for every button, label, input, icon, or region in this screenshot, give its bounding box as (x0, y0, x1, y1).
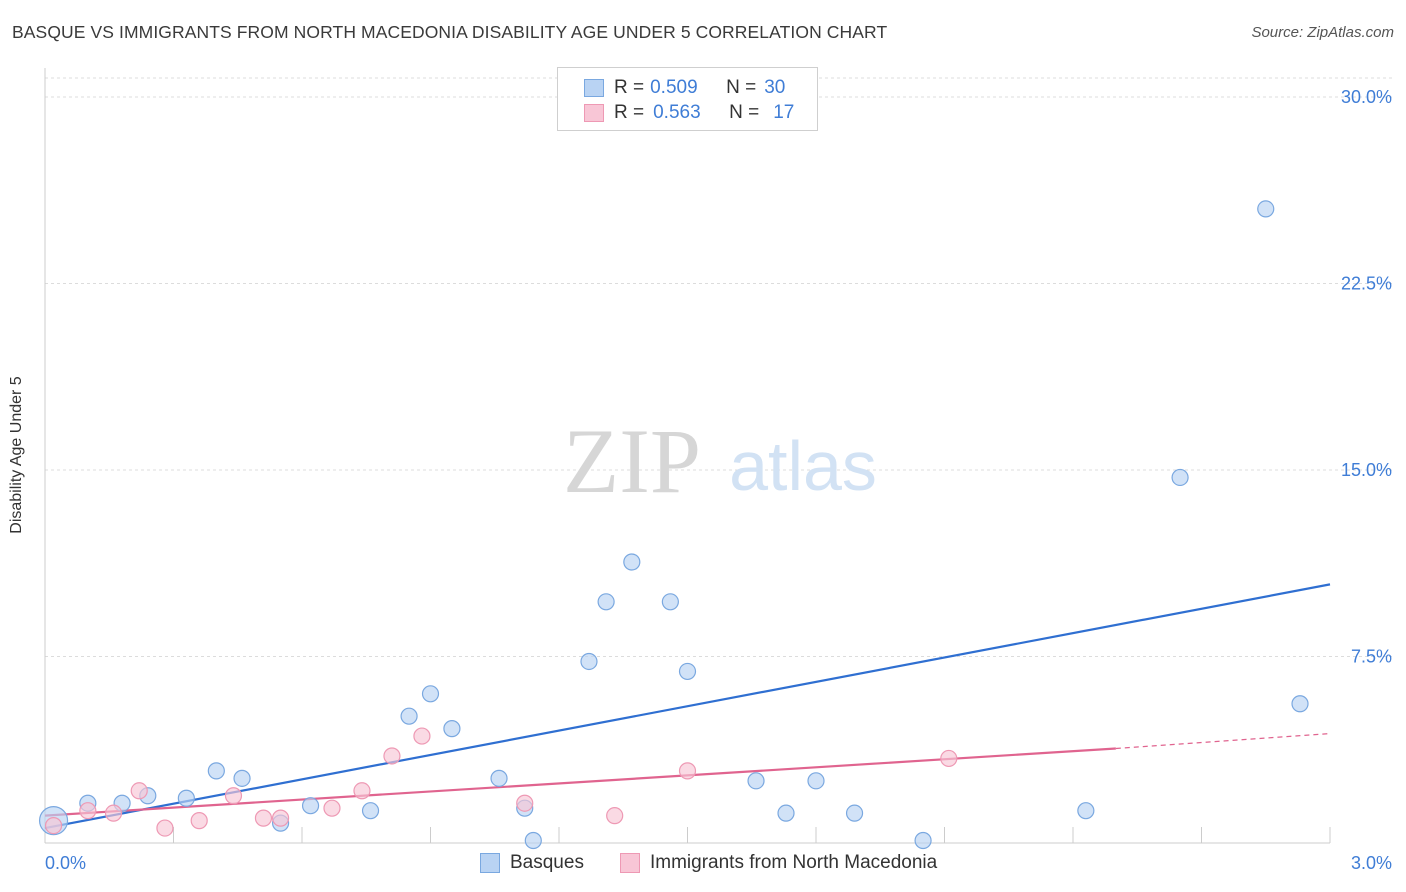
point-macedonia-8[interactable] (271, 809, 290, 827)
watermark-zip: ZIP (563, 410, 701, 512)
point-macedonia-4[interactable] (156, 819, 174, 837)
point-basques-16[interactable] (580, 652, 598, 671)
point-macedonia-9[interactable] (323, 799, 341, 817)
y-tick-label-3: 30.0% (1341, 87, 1392, 107)
y-tick-label-1: 15.0% (1341, 460, 1392, 480)
trend-line-macedonia (44, 747, 1116, 817)
legend-r-value: 0.563 (653, 102, 701, 123)
point-basques-29[interactable] (1291, 695, 1309, 713)
point-macedonia-2[interactable] (104, 804, 123, 822)
point-basques-6[interactable] (233, 769, 251, 787)
legend-n-label: N = (726, 77, 757, 98)
data-points (38, 200, 1309, 850)
watermark: ZIP atlas (563, 410, 877, 512)
point-basques-12[interactable] (443, 720, 461, 738)
point-basques-15[interactable] (524, 831, 542, 850)
point-basques-25[interactable] (914, 831, 932, 850)
point-basques-22[interactable] (777, 804, 795, 822)
point-macedonia-0[interactable] (44, 816, 63, 835)
legend-swatch-macedonia (584, 104, 604, 122)
trend-lines (44, 583, 1331, 830)
point-macedonia-5[interactable] (190, 812, 208, 830)
legend-n-value: 17 (773, 102, 795, 123)
point-macedonia-11[interactable] (383, 747, 401, 765)
point-basques-20[interactable] (678, 662, 697, 681)
point-basques-5[interactable] (207, 762, 225, 780)
legend-n-label: N = (729, 102, 760, 123)
legend-row-basques: R = 0.509 N = 30 (584, 76, 785, 100)
point-macedonia-12[interactable] (413, 727, 431, 745)
point-basques-8[interactable] (301, 797, 320, 815)
point-basques-13[interactable] (490, 769, 508, 787)
y-tick-label-2: 22.5% (1341, 274, 1392, 294)
source-credit: Source: ZipAtlas.com (1251, 24, 1394, 41)
y-tick-label-0: 7.5% (1351, 647, 1392, 667)
correlation-legend: R = 0.509 N = 30 R = 0.563 N = 17 (557, 67, 818, 131)
series-legend: Basques Immigrants from North Macedonia (0, 852, 1406, 878)
point-basques-4[interactable] (177, 789, 195, 807)
x-tick-label-0: 0.0% (45, 853, 86, 873)
point-macedonia-1[interactable] (79, 802, 97, 820)
point-basques-21[interactable] (747, 772, 765, 790)
point-basques-18[interactable] (623, 553, 641, 571)
point-basques-11[interactable] (421, 685, 440, 703)
point-basques-28[interactable] (1257, 200, 1275, 218)
point-macedonia-7[interactable] (254, 809, 273, 827)
legend-r-label: R = (614, 77, 645, 98)
legend-row-macedonia: R = 0.563 N = 17 (584, 101, 794, 125)
point-basques-23[interactable] (807, 772, 825, 790)
trend-extension-macedonia (1115, 732, 1331, 750)
legend-swatch-basques (480, 853, 500, 873)
legend-item-macedonia[interactable]: Immigrants from North Macedonia (620, 852, 937, 874)
x-tick-label-1: 3.0% (1351, 853, 1392, 873)
watermark-atlas: atlas (729, 427, 877, 505)
point-basques-26[interactable] (1077, 802, 1095, 820)
axes: 7.5% 15.0% 22.5% 30.0% 0.0% 3.0% (44, 68, 1392, 873)
point-basques-27[interactable] (1171, 468, 1189, 487)
legend-swatch-macedonia (620, 853, 640, 873)
legend-n-value: 30 (764, 77, 786, 98)
point-basques-10[interactable] (400, 707, 418, 725)
point-macedonia-10[interactable] (353, 782, 371, 800)
legend-r-label: R = (614, 102, 645, 123)
y-axis-title: Disability Age Under 5 (8, 376, 25, 534)
point-macedonia-16[interactable] (940, 749, 958, 768)
trend-line-basques (44, 583, 1331, 830)
legend-label-basques: Basques (510, 852, 584, 873)
point-basques-19[interactable] (661, 593, 679, 611)
point-macedonia-15[interactable] (678, 762, 697, 780)
point-macedonia-13[interactable] (516, 794, 534, 812)
point-basques-17[interactable] (597, 593, 615, 611)
chart-title: BASQUE VS IMMIGRANTS FROM NORTH MACEDONI… (12, 22, 888, 42)
legend-swatch-basques (584, 79, 604, 97)
point-basques-24[interactable] (845, 804, 864, 822)
point-macedonia-3[interactable] (130, 782, 148, 800)
grid-lines (45, 77, 1392, 657)
point-macedonia-14[interactable] (606, 807, 624, 825)
legend-item-basques[interactable]: Basques (480, 852, 584, 874)
legend-label-macedonia: Immigrants from North Macedonia (650, 852, 938, 873)
point-basques-9[interactable] (361, 802, 380, 820)
legend-r-value: 0.509 (650, 77, 698, 98)
point-macedonia-6[interactable] (224, 787, 243, 805)
